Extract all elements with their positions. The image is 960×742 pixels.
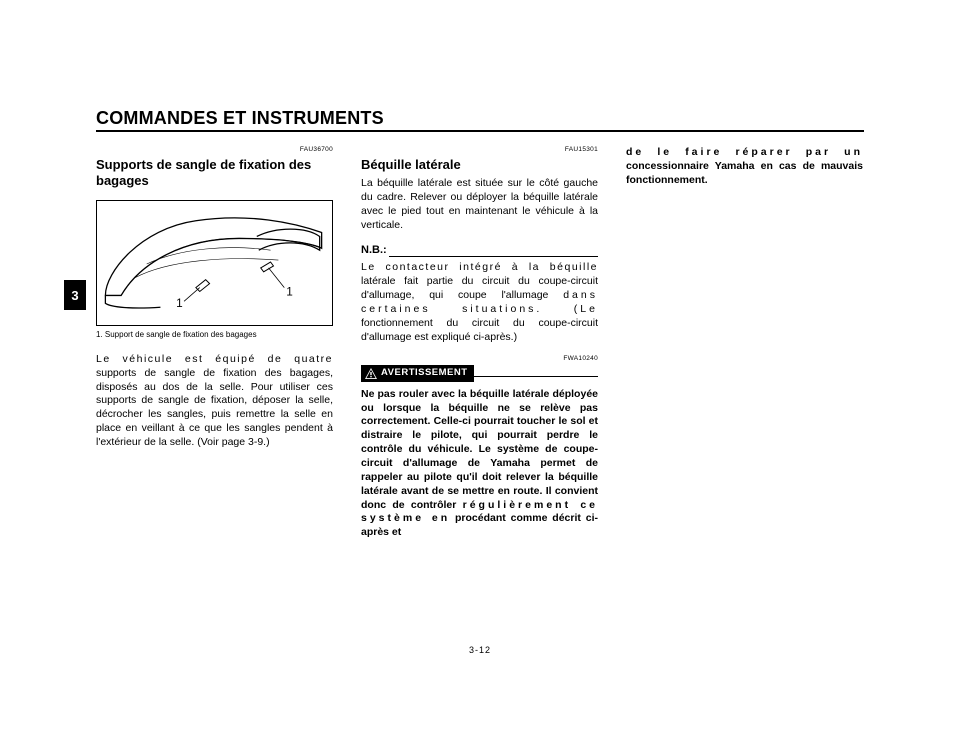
warning-body: Ne pas rouler avec la béquille latérale … [361, 388, 598, 540]
luggage-strap-illustration: 1 1 [101, 205, 328, 321]
note-rule [389, 247, 598, 257]
section-heading: Béquille latérale [361, 157, 598, 174]
page-number: 3-12 [0, 645, 960, 655]
warning-triangle-icon [365, 368, 377, 379]
chapter-title: COMMANDES ET INSTRUMENTS [96, 108, 864, 132]
figure-luggage-strap: 1 1 [96, 200, 333, 326]
warning-body-continued: de le faire réparer par un concessionnai… [626, 146, 863, 188]
body-text: Le véhicule est équipé de quatre support… [96, 353, 333, 450]
column-2: FAU15301 Béquille latérale La béquille l… [361, 146, 598, 550]
figure-label-1: 1 [176, 298, 183, 311]
column-3: de le faire réparer par un concessionnai… [626, 146, 863, 550]
ref-code: FAU15301 [361, 146, 598, 155]
ref-code: FWA10240 [361, 355, 598, 364]
columns: FAU36700 Supports de sangle de fixation … [96, 146, 864, 550]
section-heading: Supports de sangle de fixation des bagag… [96, 157, 333, 191]
note-label-row: N.B.: [361, 243, 598, 258]
body-text: Le contacteur intégré à la béquille laté… [361, 261, 598, 344]
figure-label-1b: 1 [286, 286, 293, 299]
body-text: La béquille latérale est située sur le c… [361, 177, 598, 232]
warning-rule [474, 369, 598, 377]
figure-caption: 1. Support de sangle de fixation des bag… [96, 330, 333, 341]
page-content: COMMANDES ET INSTRUMENTS FAU36700 Suppor… [96, 108, 864, 550]
note-label: N.B.: [361, 243, 387, 258]
ref-code: FAU36700 [96, 146, 333, 155]
warning-badge: AVERTISSEMENT [361, 365, 474, 382]
warning-label: AVERTISSEMENT [381, 367, 468, 380]
column-1: FAU36700 Supports de sangle de fixation … [96, 146, 333, 550]
side-tab: 3 [64, 280, 86, 310]
warning-row: AVERTISSEMENT [361, 365, 598, 382]
